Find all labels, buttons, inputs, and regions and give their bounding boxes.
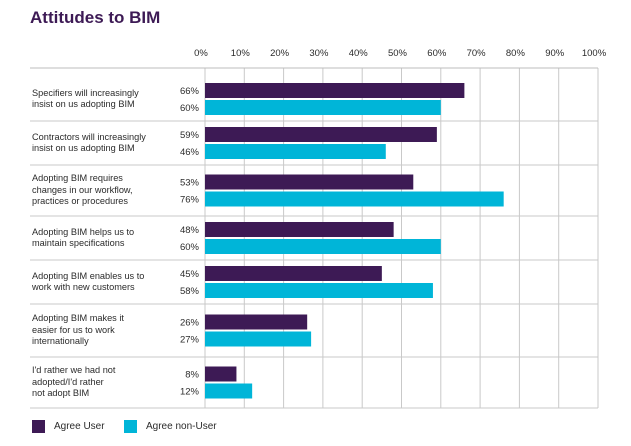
category-label: Adopting BIM helps us to maintain specifi… xyxy=(32,227,172,250)
bar-agree-user xyxy=(205,266,382,281)
bar-agree-non-user xyxy=(205,283,433,298)
chart-title: Attitudes to BIM xyxy=(30,8,161,27)
category-label-line: work with new customers xyxy=(32,282,135,292)
data-label: 8% xyxy=(185,369,199,380)
category-label-line: Specifiers will increasingly xyxy=(32,87,139,98)
bar-agree-non-user xyxy=(205,383,253,399)
category-label-line: Adopting BIM enables us to xyxy=(32,270,145,281)
x-tick-label: 30% xyxy=(309,48,329,59)
category-label-line: not adopt BIM xyxy=(32,388,90,399)
bar-agree-non-user xyxy=(205,144,386,159)
bar-agree-user xyxy=(205,83,465,98)
data-label: 46% xyxy=(180,147,200,158)
x-tick-label: 50% xyxy=(388,48,408,59)
x-tick-label: 60% xyxy=(427,48,447,59)
data-label: 53% xyxy=(180,177,200,188)
category-label-line: insist on us adopting BIM xyxy=(32,99,135,109)
category-label-line: I'd rather we had not xyxy=(32,365,116,376)
x-tick-label: 80% xyxy=(506,48,526,59)
legend-label-agree-non-user: Agree non-User xyxy=(146,420,217,432)
category-label-line: easier for us to work xyxy=(32,324,115,335)
category-label-line: Adopting BIM makes it xyxy=(32,313,124,324)
x-tick-label: 20% xyxy=(270,48,290,59)
bar-agree-user xyxy=(205,314,308,330)
x-tick-label: 10% xyxy=(231,48,251,59)
bar-agree-non-user xyxy=(205,331,312,347)
category-label-line: Adopting BIM helps us to xyxy=(32,226,135,237)
data-label: 66% xyxy=(180,86,200,97)
bar-agree-non-user xyxy=(205,191,504,207)
data-label: 59% xyxy=(180,130,200,141)
category-label: I'd rather we had not adopted/I'd rather n… xyxy=(32,365,172,400)
data-label: 12% xyxy=(180,386,200,397)
x-tick-label: 70% xyxy=(467,48,487,59)
bar-agree-non-user xyxy=(205,239,441,254)
data-label: 26% xyxy=(180,317,200,328)
bar-agree-user xyxy=(205,222,394,237)
x-tick-label: 90% xyxy=(545,48,565,59)
category-label-line: internationally xyxy=(32,336,89,347)
bar-agree-non-user xyxy=(205,100,441,115)
x-tick-label: 100% xyxy=(582,48,607,59)
data-label: 60% xyxy=(180,103,200,114)
category-label: Contractors will increasingly insist on u… xyxy=(32,132,172,155)
category-label-line: maintain specifications xyxy=(32,238,125,248)
category-label-line: Adopting BIM requires xyxy=(32,173,123,184)
data-label: 48% xyxy=(180,225,200,236)
data-label: 76% xyxy=(180,194,200,205)
x-tick-label: 40% xyxy=(349,48,369,59)
data-label: 60% xyxy=(180,242,200,253)
legend-swatch-agree-non-user xyxy=(124,419,137,433)
category-label-line: Contractors will increasingly xyxy=(32,131,146,142)
bar-agree-user xyxy=(205,174,414,190)
category-label-line: adopted/I'd rather xyxy=(32,376,104,387)
category-label: Adopting BIM makes it easier for us to wo… xyxy=(32,313,172,348)
data-label: 45% xyxy=(180,269,200,280)
category-label: Specifiers will increasingly insist on us… xyxy=(32,88,172,111)
category-label-line: changes in our workflow, xyxy=(32,184,133,195)
legend-swatch-agree-user xyxy=(32,419,45,433)
legend-label-agree-user: Agree User xyxy=(54,420,105,432)
category-label-line: practices or procedures xyxy=(32,196,129,207)
x-tick-label: 0% xyxy=(194,48,208,59)
legend-item-agree-user: Agree User xyxy=(32,419,105,433)
data-label: 58% xyxy=(180,286,200,297)
bar-agree-user xyxy=(205,366,237,382)
category-label: Adopting BIM enables us to work with new … xyxy=(32,271,172,294)
legend-item-agree-non-user: Agree non-User xyxy=(124,419,217,433)
bar-agree-user xyxy=(205,127,437,142)
category-label-line: insist on us adopting BIM xyxy=(32,143,135,153)
category-label: Adopting BIM requires changes in our work… xyxy=(32,173,172,208)
data-label: 27% xyxy=(180,334,200,345)
